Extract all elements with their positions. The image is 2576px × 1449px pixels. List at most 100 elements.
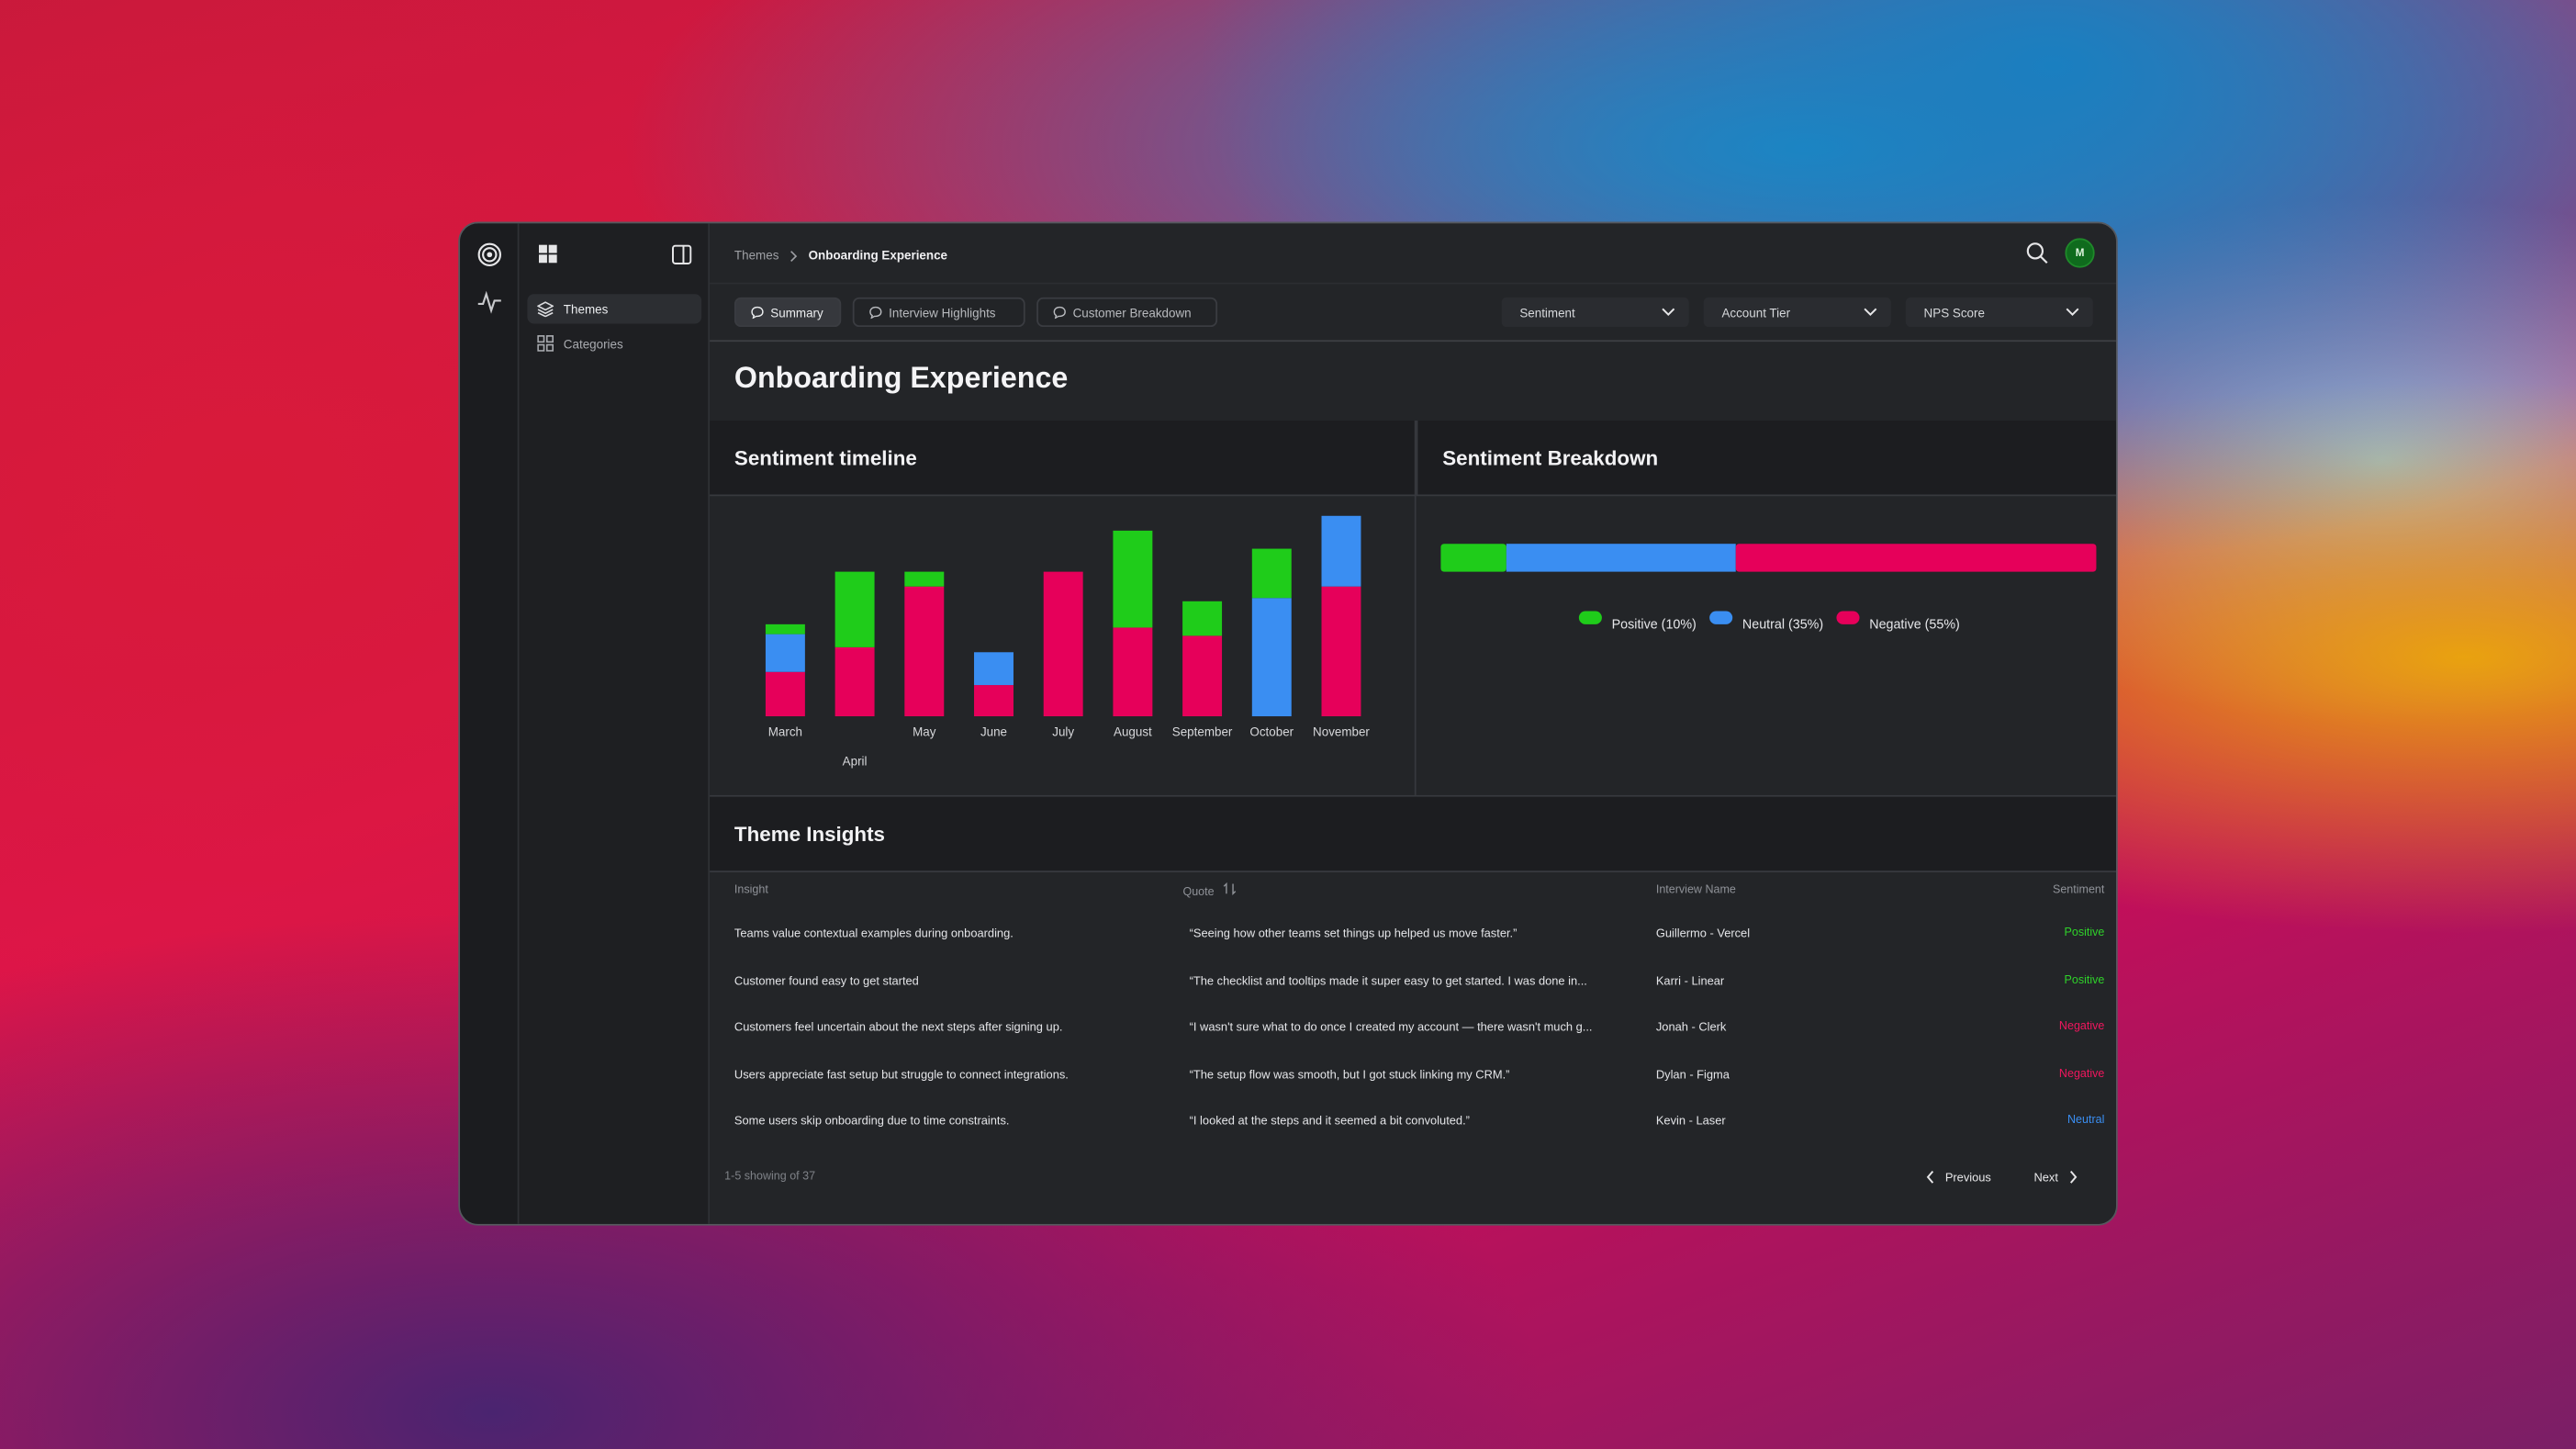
x-tick-label: April [843, 755, 868, 769]
insight-cell: Customers feel uncertain about the next … [734, 1019, 1063, 1035]
pagination-label: Next [2033, 1169, 2058, 1185]
x-tick-label: August [1114, 725, 1152, 739]
bar-segment [834, 646, 875, 717]
nav-icon [537, 301, 554, 318]
sort-icon [1223, 882, 1237, 896]
panel-header: Theme Insights [710, 796, 2116, 871]
divider [710, 494, 2116, 497]
quote-cell: “The setup flow was smooth, but I got st… [1189, 1066, 1510, 1082]
sentiment-cell: Positive [2064, 973, 2105, 986]
quote-cell: “Seeing how other teams set things up he… [1189, 926, 1518, 941]
sidebar: Themes Categories [519, 223, 711, 1224]
timeline-chart: March April May June July August September Octo… [765, 515, 1370, 769]
pagination-previous[interactable]: Previous [1925, 1170, 1991, 1185]
stacked-segment [1440, 544, 1506, 572]
pagination-label: Previous [1944, 1169, 1991, 1185]
bar-segment [974, 652, 1014, 686]
collapse-sidebar-icon[interactable] [672, 244, 692, 264]
nav-item[interactable]: Themes [527, 294, 702, 324]
filter-label: NPS Score [1923, 304, 1985, 320]
bar-segment [1113, 530, 1153, 628]
interview-cell: Karri - Linear [1655, 972, 1725, 988]
legend-swatch [1709, 611, 1733, 624]
x-tick-label: May [913, 725, 936, 739]
tab-label: Customer Breakdown [1072, 304, 1192, 320]
interview-cell: Kevin - Laser [1655, 1113, 1726, 1129]
pagination-next[interactable]: Next [2033, 1170, 2078, 1185]
panel-header: Sentiment timeline [710, 421, 1417, 495]
quote-cell: “I looked at the steps and it seemed a b… [1189, 1113, 1470, 1129]
tab[interactable]: Customer Breakdown [1036, 297, 1218, 328]
chevron-right [2069, 1171, 2077, 1184]
filter-label: Account Tier [1721, 304, 1791, 320]
tab-icon [1053, 306, 1066, 320]
bar-segment [765, 671, 805, 717]
panel-header: Sentiment Breakdown [1416, 421, 2116, 495]
bar-segment [1043, 571, 1083, 717]
dropdown-chevron [1662, 308, 1675, 317]
legend-label: Positive (10%) [1612, 617, 1697, 632]
tab[interactable]: Summary [734, 297, 842, 328]
insight-cell: Users appreciate fast setup but struggle… [734, 1066, 1069, 1082]
interview-cell: Jonah - Clerk [1655, 1019, 1727, 1035]
search-icon[interactable] [2026, 242, 2049, 264]
filter-dropdown[interactable]: Sentiment [1501, 297, 1689, 328]
avatar[interactable]: M [2065, 238, 2095, 268]
activity-icon[interactable] [476, 290, 503, 314]
x-tick-label: July [1052, 725, 1074, 739]
insight-cell: Some users skip onboarding due to time c… [734, 1113, 1010, 1129]
bar-segment [1182, 635, 1223, 717]
main-content: Themes Onboarding Experience M Onboardin… [710, 223, 2116, 1224]
sentiment-cell: Negative [2058, 1067, 2105, 1080]
bar-segment [1321, 586, 1361, 717]
x-tick-label: June [980, 725, 1007, 739]
divider [1414, 421, 1417, 795]
legend-swatch [1836, 611, 1860, 624]
bar-segment [1182, 601, 1223, 636]
stacked-segment [1735, 544, 2097, 572]
sentiment-cell: Positive [2064, 927, 2105, 939]
bar-segment [1251, 598, 1292, 717]
nav-item[interactable]: Categories [527, 329, 701, 358]
bar-segment [834, 571, 875, 647]
x-tick-label: November [1313, 725, 1370, 739]
bar-segment [1321, 515, 1361, 587]
breakdown-chart: Positive (10%) Neutral (35%) Negative (55%… [1440, 544, 2097, 632]
divider [710, 282, 2116, 285]
filter-dropdown[interactable]: Account Tier [1703, 297, 1891, 328]
legend-swatch [1578, 611, 1602, 624]
tab[interactable]: Interview Highlights [852, 297, 1025, 328]
bar-segment [904, 571, 945, 587]
workspace-icon[interactable] [538, 244, 558, 264]
x-tick-label: March [768, 725, 802, 739]
quote-cell: “The checklist and tooltips made it supe… [1189, 972, 1587, 988]
breadcrumb: Themes Onboarding Experience [734, 248, 947, 263]
bar-segment [765, 623, 805, 635]
tab-label: Interview Highlights [889, 304, 996, 320]
insight-cell: Customer found easy to get started [734, 972, 919, 988]
icon-rail [460, 223, 520, 1224]
legend-label: Neutral (35%) [1742, 617, 1823, 632]
dropdown-chevron [2066, 308, 2079, 317]
bar-segment [974, 685, 1014, 717]
x-tick-label: September [1172, 725, 1233, 739]
dropdown-chevron [1864, 308, 1877, 317]
column-header: Interview Name [1655, 884, 1736, 896]
logo-icon[interactable] [476, 242, 503, 268]
breadcrumb-link[interactable]: Themes [734, 248, 779, 264]
column-header[interactable]: Quote [1182, 882, 1237, 899]
tab-icon [869, 306, 882, 320]
nav-label: Themes [563, 301, 609, 317]
chevron-left [1926, 1171, 1934, 1184]
quote-cell: “I wasn't sure what to do once I created… [1189, 1019, 1593, 1035]
interview-cell: Guillermo - Vercel [1655, 926, 1751, 941]
bar-segment [1113, 627, 1153, 717]
legend: Positive (10%) Neutral (35%) Negative (55%… [1578, 611, 1960, 632]
filter-dropdown[interactable]: NPS Score [1905, 297, 2093, 328]
divider [710, 871, 2116, 873]
divider [710, 794, 2116, 797]
bar-segment [904, 586, 945, 717]
table-footer: 1-5 showing of 37 [724, 1171, 816, 1184]
divider [710, 340, 2116, 343]
